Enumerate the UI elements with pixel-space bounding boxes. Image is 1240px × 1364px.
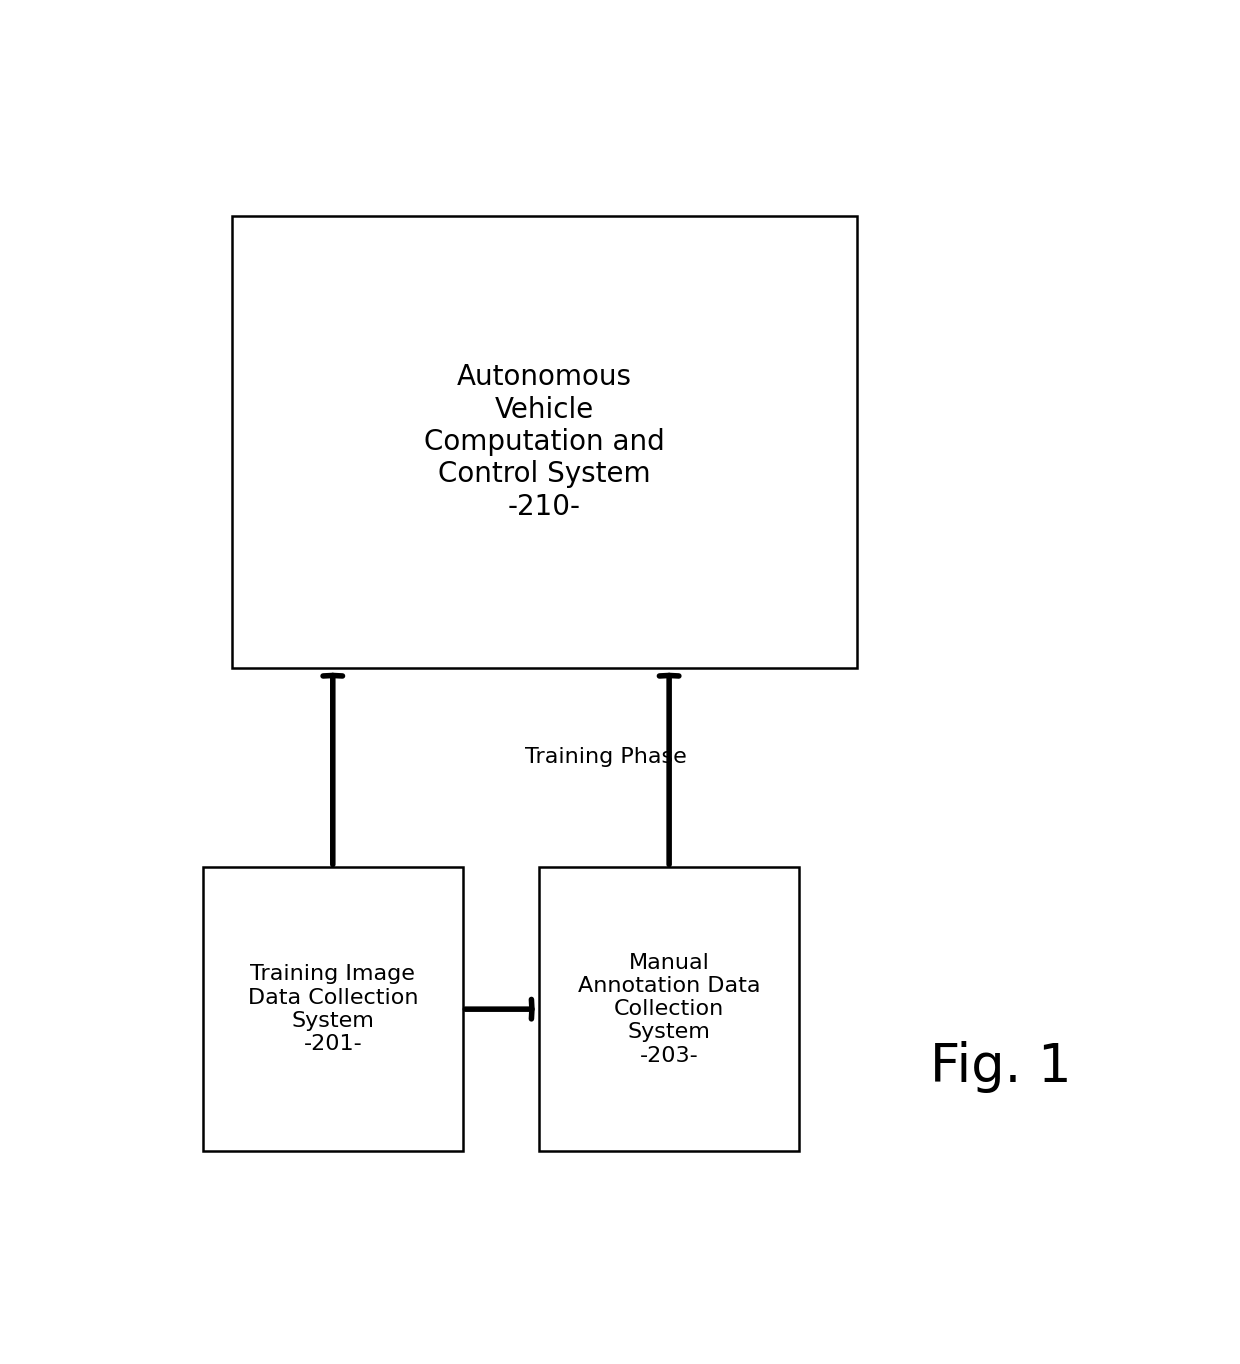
Text: Manual
Annotation Data
Collection
System
-203-: Manual Annotation Data Collection System… [578, 953, 760, 1065]
Text: Fig. 1: Fig. 1 [930, 1041, 1071, 1093]
FancyBboxPatch shape [203, 868, 463, 1151]
Text: Training Image
Data Collection
System
-201-: Training Image Data Collection System -2… [248, 964, 418, 1054]
FancyBboxPatch shape [539, 868, 799, 1151]
FancyBboxPatch shape [232, 216, 857, 668]
Text: Training Phase: Training Phase [525, 747, 687, 767]
Text: Autonomous
Vehicle
Computation and
Control System
-210-: Autonomous Vehicle Computation and Contr… [424, 363, 665, 521]
